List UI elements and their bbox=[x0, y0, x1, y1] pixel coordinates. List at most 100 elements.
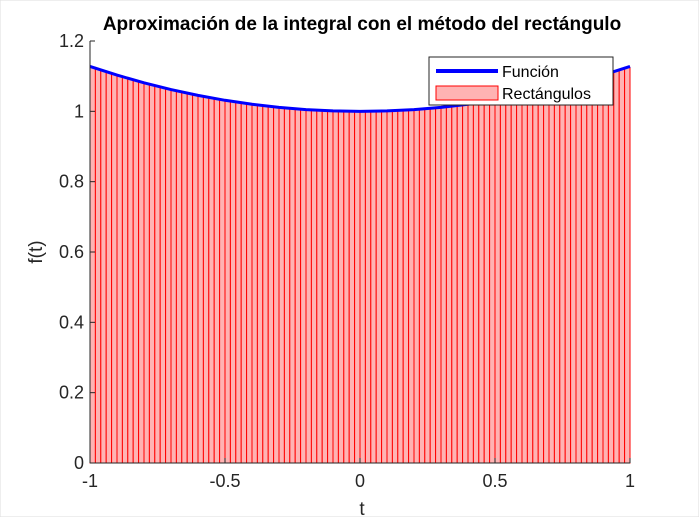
rectangle-bar bbox=[559, 85, 566, 464]
rectangle-bar bbox=[472, 102, 480, 464]
rectangle-bar bbox=[89, 66, 96, 464]
rectangle-bar bbox=[262, 105, 269, 464]
rectangle-bar bbox=[516, 95, 523, 464]
rectangle-bar bbox=[526, 93, 534, 464]
rectangle-bar bbox=[402, 109, 410, 464]
rectangle-bar bbox=[613, 70, 620, 464]
legend-rectangles-swatch bbox=[435, 85, 499, 101]
rectangle-bar bbox=[310, 109, 318, 464]
rectangle-bar bbox=[499, 98, 507, 464]
rectangle-bar bbox=[251, 104, 258, 464]
rectangle-bar bbox=[467, 103, 474, 464]
rectangle-bar bbox=[564, 84, 572, 464]
rectangle-bar bbox=[462, 104, 469, 464]
rectangle-bar bbox=[235, 101, 242, 464]
rectangle-bar bbox=[154, 85, 161, 464]
rectangle-bar bbox=[181, 92, 188, 464]
rectangle-bar bbox=[354, 110, 361, 464]
y-tick-label: 0.8 bbox=[59, 172, 84, 192]
rectangle-bar bbox=[359, 110, 366, 464]
rectangle-bar bbox=[570, 83, 577, 464]
rectangle-bar bbox=[397, 109, 404, 464]
rectangle-bar bbox=[197, 95, 204, 464]
x-tick-label: 0 bbox=[355, 471, 365, 491]
rectangle-bar bbox=[229, 100, 237, 464]
rectangle-bar bbox=[489, 100, 496, 464]
rectangle-bar bbox=[316, 109, 323, 464]
rectangle-bar bbox=[121, 77, 129, 464]
rectangle-bar bbox=[343, 110, 350, 464]
rectangle-bar bbox=[607, 72, 615, 464]
rectangle-bar bbox=[521, 94, 528, 464]
rectangle-bar bbox=[219, 99, 226, 464]
rectangle-bar bbox=[456, 104, 464, 464]
legend-function-label: Función bbox=[502, 64, 559, 81]
rectangle-bar bbox=[165, 88, 172, 464]
rectangle-bar bbox=[543, 89, 550, 464]
rectangle-bar bbox=[294, 108, 302, 464]
rectangle-bar bbox=[370, 110, 377, 464]
rectangle-bar bbox=[208, 97, 215, 464]
rectangle-bar bbox=[105, 72, 113, 464]
rectangle-bar bbox=[186, 93, 194, 464]
rectangle-bar bbox=[478, 101, 485, 464]
rectangle-bar bbox=[289, 108, 296, 464]
rectangle-bar bbox=[278, 106, 285, 464]
rectangle-bar bbox=[273, 106, 280, 464]
rectangle-bar bbox=[451, 105, 458, 464]
rectangles-series bbox=[89, 66, 631, 464]
rectangle-bar bbox=[175, 91, 183, 464]
y-tick-label: 1 bbox=[74, 101, 84, 121]
x-tick-label: -0.5 bbox=[209, 471, 240, 491]
x-tick-label: 1 bbox=[625, 471, 635, 491]
rectangle-bar bbox=[580, 80, 588, 464]
rectangle-bar bbox=[424, 108, 431, 464]
rectangle-bar bbox=[256, 104, 264, 464]
rectangle-bar bbox=[267, 105, 275, 464]
rectangle-bar bbox=[283, 107, 291, 464]
rectangle-bar bbox=[327, 110, 334, 464]
y-tick-label: 0.2 bbox=[59, 383, 84, 403]
y-axis-label: f(t) bbox=[26, 240, 47, 263]
chart-title: Aproximación de la integral con el métod… bbox=[103, 14, 621, 35]
rectangle-bar bbox=[532, 92, 539, 464]
x-tick-label: 0.5 bbox=[482, 471, 507, 491]
rectangle-bar bbox=[429, 107, 437, 464]
rectangle-bar bbox=[348, 110, 356, 464]
rectangle-bar bbox=[332, 110, 339, 464]
rectangle-bar bbox=[435, 106, 442, 464]
rectangle-bar bbox=[386, 110, 393, 464]
rectangle-bar bbox=[111, 73, 118, 464]
rectangle-bar bbox=[602, 73, 609, 464]
rectangle-bar bbox=[100, 70, 107, 464]
rectangle-bar bbox=[591, 77, 599, 464]
rectangle-bar bbox=[391, 110, 399, 464]
rectangle-bar bbox=[537, 91, 545, 464]
rectangle-bar bbox=[375, 110, 383, 464]
rectangle-bar bbox=[408, 109, 415, 464]
y-tick-label: 0 bbox=[74, 453, 84, 473]
rectangle-bar bbox=[494, 99, 501, 464]
y-tick-label: 1.2 bbox=[59, 31, 84, 51]
x-tick-label: -1 bbox=[82, 471, 98, 491]
legend[interactable]: Función Rectángulos bbox=[428, 56, 614, 106]
rectangle-bar bbox=[246, 103, 253, 464]
rectangle-bar bbox=[132, 80, 140, 464]
rectangle-bar bbox=[510, 96, 518, 464]
rectangle-bar bbox=[597, 75, 604, 464]
rectangle-bar bbox=[213, 98, 221, 464]
rectangle-bar bbox=[364, 110, 372, 464]
rectangle-bar bbox=[192, 94, 199, 464]
rectangle-bar bbox=[483, 100, 491, 464]
rectangle-bar bbox=[575, 81, 582, 464]
rectangle-bar bbox=[94, 68, 102, 464]
rectangle-bar bbox=[143, 83, 150, 464]
rectangle-bar bbox=[624, 66, 631, 464]
rectangle-bar bbox=[618, 68, 626, 464]
rectangle-bar bbox=[116, 75, 123, 464]
rectangle-bar bbox=[148, 84, 156, 464]
y-tick-label: 0.6 bbox=[59, 242, 84, 262]
rectangle-bar bbox=[440, 106, 447, 464]
rectangle-bar bbox=[224, 100, 231, 464]
rectangle-bar bbox=[445, 105, 453, 464]
